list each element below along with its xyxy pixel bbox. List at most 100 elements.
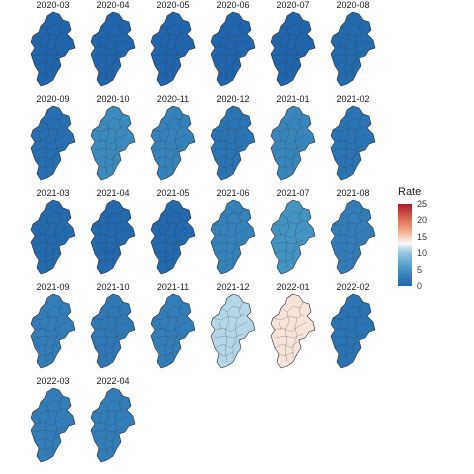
district-border bbox=[38, 39, 42, 49]
panel-map bbox=[150, 105, 196, 181]
district-border bbox=[358, 19, 364, 35]
district-border bbox=[178, 113, 184, 129]
district-border bbox=[152, 313, 186, 321]
district-border bbox=[272, 31, 306, 39]
panel-map bbox=[30, 11, 76, 87]
panel-map bbox=[30, 199, 76, 275]
district-border bbox=[338, 39, 342, 49]
district-border bbox=[214, 339, 240, 349]
district-border bbox=[34, 339, 60, 349]
district-border bbox=[118, 395, 124, 411]
panel-map bbox=[330, 293, 376, 369]
panel-map bbox=[270, 105, 316, 181]
district-border bbox=[112, 411, 118, 452]
district-border bbox=[332, 125, 366, 133]
district-border bbox=[232, 223, 238, 264]
map-panel: 2021-01 bbox=[262, 94, 324, 186]
district-border bbox=[274, 57, 300, 67]
district-border bbox=[238, 301, 244, 317]
legend-tick-label: 25 bbox=[417, 199, 428, 209]
region-shape bbox=[90, 11, 136, 87]
district-border bbox=[334, 339, 360, 349]
panel-map bbox=[210, 105, 256, 181]
district-border bbox=[344, 217, 350, 269]
district-border bbox=[212, 219, 246, 227]
district-border bbox=[298, 19, 304, 35]
region-shape bbox=[330, 199, 376, 275]
panel-title: 2020-10 bbox=[96, 94, 130, 104]
district-border bbox=[344, 29, 350, 81]
panel-map bbox=[330, 199, 376, 275]
panel-map bbox=[150, 11, 196, 87]
district-border bbox=[160, 211, 182, 219]
district-border bbox=[298, 207, 304, 223]
district-border bbox=[284, 217, 290, 269]
district-border bbox=[338, 257, 354, 263]
district-border bbox=[152, 125, 186, 133]
district-border bbox=[280, 305, 302, 313]
panel-title: 2021-02 bbox=[336, 94, 370, 104]
map-panel: 2020-04 bbox=[82, 0, 144, 92]
legend-tick-label: 10 bbox=[417, 248, 428, 259]
region-shape bbox=[30, 105, 76, 181]
district-border bbox=[334, 245, 360, 255]
district-border bbox=[158, 163, 174, 169]
panel-map bbox=[150, 199, 196, 275]
district-border bbox=[220, 305, 242, 313]
district-border bbox=[274, 333, 304, 339]
district-border bbox=[94, 415, 128, 427]
map-panel: 2022-01 bbox=[262, 282, 324, 374]
district-border bbox=[172, 317, 178, 358]
legend-color-bar bbox=[398, 204, 412, 286]
region-shape bbox=[210, 293, 256, 369]
district-border bbox=[220, 23, 242, 31]
district-border bbox=[94, 245, 120, 255]
district-border bbox=[118, 19, 124, 35]
district-border bbox=[164, 29, 170, 81]
district-border bbox=[34, 39, 68, 51]
district-border bbox=[214, 333, 244, 339]
district-border bbox=[98, 415, 102, 425]
district-border bbox=[358, 207, 364, 223]
district-border bbox=[278, 227, 282, 237]
district-border bbox=[34, 239, 64, 245]
district-border bbox=[34, 321, 68, 333]
panel-map bbox=[30, 293, 76, 369]
district-border bbox=[298, 113, 304, 129]
panel-title: 2021-04 bbox=[96, 188, 130, 198]
panel-map bbox=[210, 293, 256, 369]
district-border bbox=[214, 57, 240, 67]
district-border bbox=[274, 51, 304, 57]
district-border bbox=[172, 223, 178, 264]
district-border bbox=[158, 69, 174, 75]
map-panel: 2021-06 bbox=[202, 188, 264, 280]
district-border bbox=[214, 227, 248, 239]
panel-map bbox=[90, 293, 136, 369]
district-border bbox=[238, 19, 244, 35]
district-border bbox=[34, 433, 60, 443]
district-border bbox=[292, 317, 298, 358]
region-shape bbox=[210, 199, 256, 275]
panel-title: 2021-07 bbox=[276, 188, 310, 198]
district-border bbox=[98, 39, 102, 49]
map-panel: 2020-06 bbox=[202, 0, 264, 92]
district-border bbox=[100, 117, 122, 125]
district-border bbox=[94, 427, 124, 433]
district-border bbox=[278, 351, 294, 357]
district-border bbox=[44, 311, 50, 363]
district-border bbox=[334, 151, 360, 161]
panel-title: 2020-06 bbox=[216, 0, 250, 10]
map-panel: 2020-12 bbox=[202, 94, 264, 186]
district-border bbox=[154, 339, 180, 349]
district-border bbox=[274, 151, 300, 161]
district-border bbox=[218, 321, 222, 331]
district-border bbox=[118, 207, 124, 223]
district-border bbox=[58, 19, 64, 35]
panel-title: 2022-02 bbox=[336, 282, 370, 292]
district-border bbox=[214, 133, 248, 145]
district-border bbox=[224, 311, 230, 363]
district-border bbox=[98, 321, 102, 331]
district-border bbox=[58, 113, 64, 129]
district-border bbox=[92, 313, 126, 321]
district-border bbox=[352, 35, 358, 76]
